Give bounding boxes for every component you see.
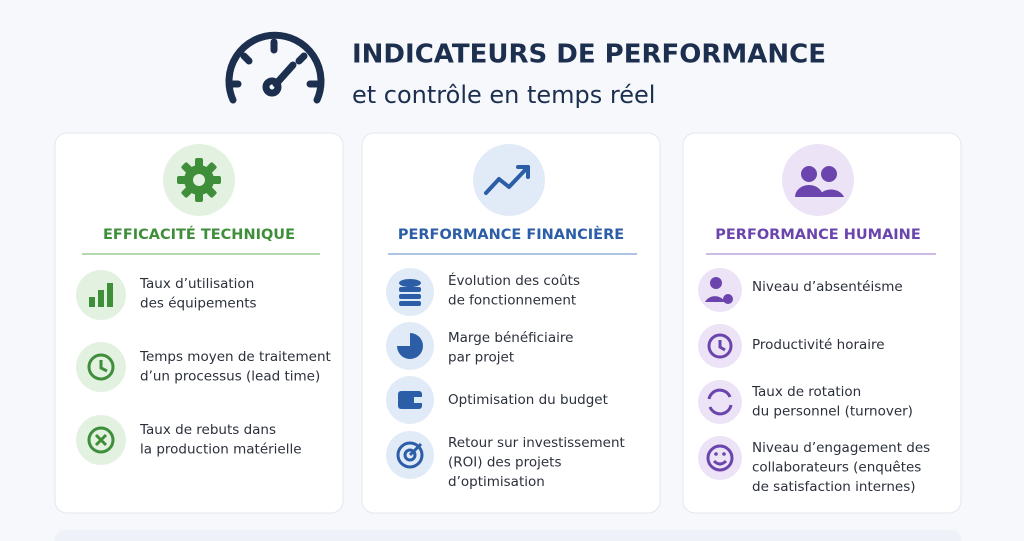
item-text: par projet bbox=[448, 350, 514, 366]
item-text: de fonctionnement bbox=[448, 293, 576, 309]
item-text: Temps moyen de traitement bbox=[139, 349, 331, 365]
gear-icon bbox=[177, 158, 221, 202]
item-text: du personnel (turnover) bbox=[752, 404, 913, 420]
item-text: (ROI) des projets bbox=[448, 455, 561, 471]
item-text: Niveau d’engagement des bbox=[752, 440, 930, 456]
card-title: PERFORMANCE FINANCIÈRE bbox=[398, 226, 624, 243]
item-text: Taux de rotation bbox=[751, 384, 861, 400]
title: INDICATEURS DE PERFORMANCE bbox=[352, 40, 826, 70]
icon-bg bbox=[782, 144, 854, 216]
card bbox=[54, 132, 344, 514]
item-text: la production matérielle bbox=[140, 442, 302, 458]
bottom-strip bbox=[55, 530, 961, 541]
item-text: Optimisation du budget bbox=[448, 392, 608, 408]
item-text: d’un processus (lead time) bbox=[140, 369, 320, 385]
item-text: Niveau d’absentéisme bbox=[752, 279, 903, 295]
card bbox=[361, 132, 661, 514]
item-text: Productivité horaire bbox=[752, 337, 885, 353]
trend-icon bbox=[484, 165, 530, 195]
item-text: de satisfaction internes) bbox=[752, 479, 916, 495]
item-text: collaborateurs (enquêtes bbox=[752, 460, 921, 476]
icon-bg bbox=[473, 144, 545, 216]
item-text: Marge bénéficiaire bbox=[448, 330, 573, 346]
people-icon bbox=[795, 166, 844, 197]
item-icons bbox=[76, 268, 742, 480]
item-text: Taux de rebuts dans bbox=[139, 422, 276, 438]
item-text: des équipements bbox=[140, 296, 257, 312]
card-title: EFFICACITÉ TECHNIQUE bbox=[103, 226, 295, 243]
card-title: PERFORMANCE HUMAINE bbox=[715, 227, 920, 243]
subtitle: et contrôle en temps réel bbox=[352, 81, 655, 109]
item-text: d’optimisation bbox=[448, 474, 545, 490]
item-text: Taux d’utilisation bbox=[139, 276, 254, 292]
card bbox=[682, 132, 962, 514]
item-text: Retour sur investissement bbox=[448, 435, 625, 451]
item-text: Évolution des coûts bbox=[448, 272, 580, 289]
gauge-icon bbox=[225, 31, 325, 104]
